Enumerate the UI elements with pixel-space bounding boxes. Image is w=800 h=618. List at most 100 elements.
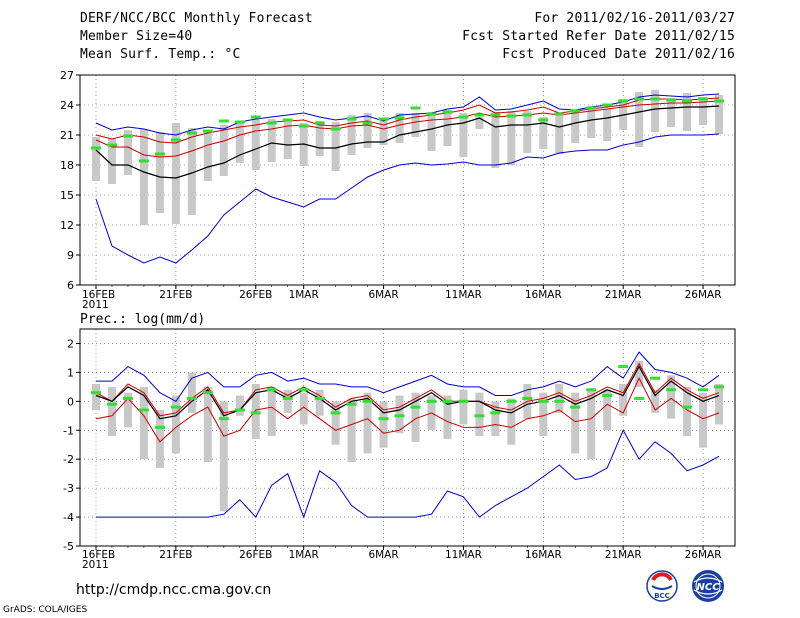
temp-spread-bar (587, 106, 596, 138)
precip-member-marker (378, 417, 389, 421)
temp-xtick-label: 26FEB (239, 289, 272, 301)
precip-spread-bar (683, 386, 692, 437)
temp-member-marker (91, 146, 101, 150)
precip-member-marker (650, 376, 661, 380)
precip-xtick-label: 16MAR (525, 549, 562, 561)
source-url[interactable]: http://cmdp.ncc.cma.gov.cn (76, 582, 272, 598)
precip-spread-bar (539, 392, 548, 437)
precip-member-marker (202, 391, 213, 395)
precip-member-marker (714, 385, 725, 389)
precip-xtick-label: 21MAR (605, 549, 642, 561)
temp-xtick-label: 16FEB (82, 289, 115, 301)
temp-spread-bar (379, 118, 388, 145)
precip-member-marker (122, 396, 133, 400)
precip-spread-bar (219, 401, 228, 512)
forecast-start-date-label: Fcst Started Refer Date 2011/02/15 (462, 29, 735, 44)
precip-spread-bar (107, 386, 116, 437)
precip-member-marker (602, 394, 613, 398)
temp-member-marker (298, 124, 309, 128)
temp-member-marker (458, 115, 469, 119)
precip-spread-bar (379, 401, 388, 448)
precip-ytick-label: -5 (63, 540, 74, 553)
temp-member-marker (650, 97, 661, 101)
temp-ytick-label: 9 (67, 249, 74, 262)
precip-spread-bar (635, 360, 644, 387)
precip-ytick-label: -4 (63, 511, 74, 524)
precip-member-marker (154, 425, 165, 429)
temp-spread-bar (171, 123, 180, 224)
forecast-period-label: For 2011/02/16-2011/03/27 (534, 11, 735, 26)
precip-ytick-label: -2 (63, 453, 74, 466)
temp-member-marker (282, 118, 293, 122)
precip-spread-bar (299, 392, 308, 425)
temp-member-marker (186, 131, 197, 135)
temp-spread-bar (92, 137, 100, 181)
precip-member-marker (250, 411, 261, 415)
temp-member-marker (154, 152, 165, 156)
temp-member-marker (346, 117, 357, 121)
precip-spread-bar (155, 410, 164, 468)
precip-xtick-label: 26MAR (685, 549, 722, 561)
temp-member-marker (250, 115, 261, 119)
temp-spread-bar (155, 132, 164, 213)
temp-member-marker (522, 113, 533, 117)
temp-member-marker (170, 138, 181, 142)
precip-series-median (95, 365, 720, 420)
temp-spread-bar (459, 113, 468, 157)
temp-xtick-label: 26MAR (685, 289, 722, 301)
temp-member-marker (394, 116, 405, 120)
temp-member-marker (554, 112, 565, 116)
temp-spread-bar (555, 113, 564, 154)
temp-spread-bar (571, 112, 580, 143)
precip-xtick-label: 1MAR (289, 549, 319, 561)
precip-member-marker (458, 399, 469, 403)
temp-xtick-label: 16MAR (525, 289, 562, 301)
precip-member-marker (218, 417, 229, 421)
precip-spread-bar (443, 395, 452, 439)
temp-spread-bar (331, 122, 340, 171)
temp-ytick-label: 27 (60, 69, 74, 82)
precip-member-marker (442, 399, 453, 403)
precip-member-marker (426, 399, 437, 403)
temp-xtick-label: 2011 (82, 299, 109, 311)
temp-xtick-label: 6MAR (368, 289, 398, 301)
precip-series-p75 (95, 362, 720, 417)
precip-member-marker (490, 411, 501, 415)
precip-member-marker (586, 388, 597, 392)
temp-member-marker (634, 97, 645, 101)
precip-xtick-label: 26FEB (239, 549, 272, 561)
temp-member-marker (106, 143, 117, 147)
precip-member-marker (186, 396, 197, 400)
precip-member-marker (330, 411, 341, 415)
member-size-label: Member Size=40 (80, 29, 193, 44)
precip-spread-bar (331, 401, 340, 445)
precip-plot-frame (79, 328, 736, 547)
precip-series-min (96, 429, 720, 519)
precip-member-marker (666, 388, 677, 392)
temp-member-marker (666, 98, 677, 102)
precip-member-marker (682, 405, 693, 409)
precip-member-marker (618, 365, 629, 369)
temp-spread-bar (539, 117, 548, 149)
temp-spread-bar (283, 121, 292, 159)
precip-spread-bar (667, 375, 676, 419)
temp-spread-bar (123, 130, 132, 175)
temp-member-marker (490, 113, 501, 117)
temp-member-marker (122, 134, 133, 138)
temp-ytick-label: 21 (60, 129, 74, 142)
precip-member-marker (234, 408, 245, 412)
precip-ytick-label: -3 (63, 482, 74, 495)
temp-spread-bar (491, 112, 500, 168)
temp-xtick-label: 21MAR (605, 289, 642, 301)
precip-spread-bar (283, 389, 292, 413)
precip-spread-bar (267, 386, 276, 437)
precip-spread-bar (491, 401, 500, 437)
precip-spread-bar (411, 392, 420, 442)
precip-member-marker (522, 396, 533, 400)
temp-xtick-label: 11MAR (445, 289, 482, 301)
temp-spread-bar (427, 112, 436, 151)
precip-xtick-label: 11MAR (445, 549, 482, 561)
temp-spread-bar (411, 113, 420, 137)
precip-spread-bar (139, 386, 148, 460)
